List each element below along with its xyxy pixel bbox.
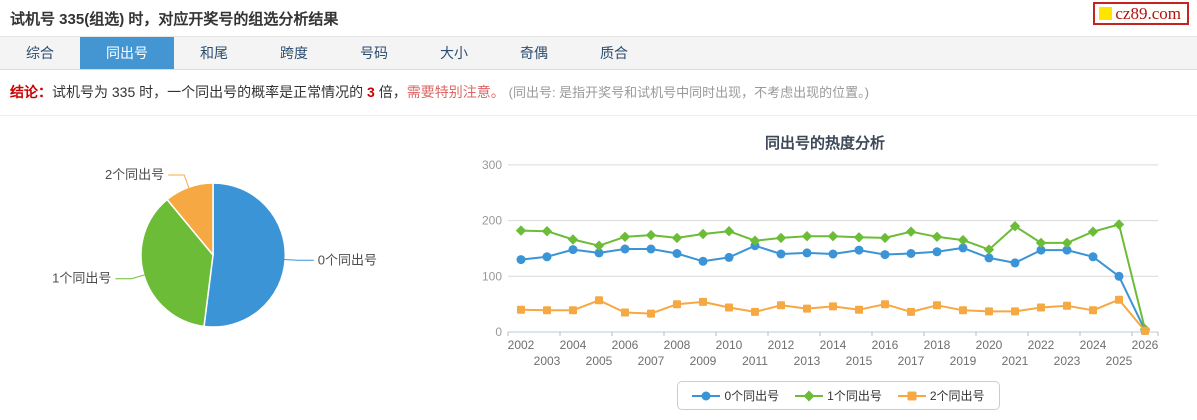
svg-text:2004: 2004 [560, 338, 587, 352]
svg-text:2021: 2021 [1002, 354, 1029, 368]
svg-text:2017: 2017 [898, 354, 925, 368]
tab-haoma[interactable]: 号码 [360, 45, 388, 61]
svg-text:2025: 2025 [1106, 354, 1133, 368]
logo-icon [1099, 7, 1113, 20]
legend-label: 0个同出号 [724, 389, 780, 403]
conclusion-text-2: 倍， [374, 84, 407, 100]
legend-item-0[interactable]: 0个同出号 [692, 387, 779, 404]
svg-text:2018: 2018 [924, 338, 951, 352]
conclusion-warning: 需要特别注意。 [406, 84, 505, 100]
svg-text:2020: 2020 [976, 338, 1003, 352]
conclusion-label: 结论： [10, 84, 52, 100]
header: 试机号 335(组选) 时，对应开奖号的组选分析结果 cz89.com [0, 0, 1197, 36]
charts-area: 0个同出号 1个同出号 2个同出号 同出号的热度分析 0 100 200 300 2002 20… [0, 116, 1197, 420]
tab-bar: 综合 同出号 和尾 跨度 号码 大小 奇偶 质合 [0, 36, 1197, 70]
svg-text:300: 300 [482, 158, 502, 172]
svg-text:2010: 2010 [716, 338, 743, 352]
svg-text:2009: 2009 [690, 354, 717, 368]
series-1 [515, 219, 1151, 335]
svg-text:200: 200 [482, 214, 502, 228]
legend-marker-circle-icon [692, 391, 721, 400]
legend-marker-diamond-icon [795, 390, 824, 401]
tab-daxiao[interactable]: 大小 [440, 45, 468, 61]
line-chart-title: 同出号的热度分析 [765, 134, 885, 152]
pie-slice-0[interactable] [203, 182, 286, 328]
pie-label-1: 1个同出号 [52, 271, 111, 286]
svg-text:2014: 2014 [820, 338, 847, 352]
logo-text: cz89.com [1115, 4, 1181, 23]
tab-tongchuhao[interactable]: 同出号 [80, 37, 174, 69]
legend-label: 2个同出号 [929, 389, 985, 403]
legend-marker-square-icon [897, 391, 926, 400]
svg-text:2026: 2026 [1132, 338, 1159, 352]
line-chart: 同出号的热度分析 0 100 200 300 2002 2003 2004 2005 2006 20… [480, 122, 1197, 410]
series-0 [516, 241, 1150, 335]
svg-text:2015: 2015 [846, 354, 873, 368]
pie-label-0: 0个同出号 [318, 252, 377, 267]
svg-text:0: 0 [495, 325, 502, 339]
legend-item-1[interactable]: 1个同出号 [795, 387, 882, 404]
pie-label-2: 2个同出号 [105, 167, 164, 182]
conclusion-note: (同出号: 是指开奖号和试机号中同时出现，不考虑出现的位置。) [508, 85, 869, 100]
svg-text:2023: 2023 [1054, 354, 1081, 368]
svg-text:2002: 2002 [508, 338, 535, 352]
conclusion-text-1: 试机号为 335 时，一个同出号的概率是正常情况的 [52, 84, 368, 100]
svg-text:100: 100 [482, 269, 502, 283]
svg-text:2016: 2016 [872, 338, 899, 352]
svg-text:2022: 2022 [1028, 338, 1055, 352]
pie-leader-line-2 [168, 174, 190, 189]
svg-text:2003: 2003 [534, 354, 561, 368]
line-chart-axes: 0 100 200 300 2002 2003 2004 2005 2006 2007 2008 20… [482, 158, 1159, 368]
tab-kuadu[interactable]: 跨度 [280, 45, 308, 61]
svg-text:2019: 2019 [950, 354, 977, 368]
svg-text:2007: 2007 [638, 354, 665, 368]
pie-chart: 0个同出号 1个同出号 2个同出号 [0, 122, 475, 378]
svg-text:2013: 2013 [794, 354, 821, 368]
chart-legend: 0个同出号 1个同出号 2个同出号 [677, 381, 1000, 410]
page-title: 试机号 335(组选) 时，对应开奖号的组选分析结果 [10, 11, 339, 28]
svg-text:2005: 2005 [586, 354, 613, 368]
conclusion-multiplier: 3 [367, 84, 375, 100]
pie-leader-line-0 [283, 259, 314, 261]
site-logo[interactable]: cz89.com [1093, 2, 1189, 25]
conclusion-bar: 结论：试机号为 335 时，一个同出号的概率是正常情况的 3 倍，需要特别注意。… [0, 70, 1197, 116]
pie-chart-svg: 0个同出号 1个同出号 2个同出号 [52, 167, 377, 328]
tab-zhihe[interactable]: 质合 [600, 45, 628, 61]
svg-text:2011: 2011 [742, 354, 768, 368]
legend-label: 1个同出号 [827, 389, 882, 403]
legend-item-2[interactable]: 2个同出号 [897, 387, 985, 404]
tab-zonghe[interactable]: 综合 [26, 45, 54, 61]
svg-text:2012: 2012 [768, 338, 795, 352]
pie-leader-line-1 [115, 274, 145, 280]
line-chart-svg: 同出号的热度分析 0 100 200 300 2002 2003 2004 2005 2006 20… [482, 134, 1159, 368]
svg-text:2008: 2008 [664, 338, 691, 352]
tab-hewei[interactable]: 和尾 [200, 45, 228, 61]
tab-jiou[interactable]: 奇偶 [520, 45, 548, 61]
svg-text:2006: 2006 [612, 338, 639, 352]
svg-text:2024: 2024 [1080, 338, 1107, 352]
series-2 [517, 295, 1149, 335]
